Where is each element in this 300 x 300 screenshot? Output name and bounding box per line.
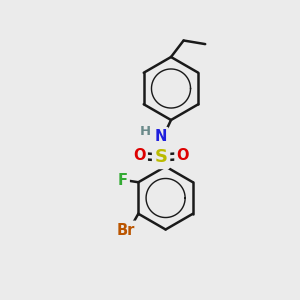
Text: Br: Br xyxy=(116,223,135,238)
Text: F: F xyxy=(118,173,128,188)
Text: S: S xyxy=(154,148,168,166)
Text: O: O xyxy=(133,148,146,164)
Text: O: O xyxy=(176,148,189,164)
Text: N: N xyxy=(154,129,167,144)
Text: H: H xyxy=(139,124,151,138)
